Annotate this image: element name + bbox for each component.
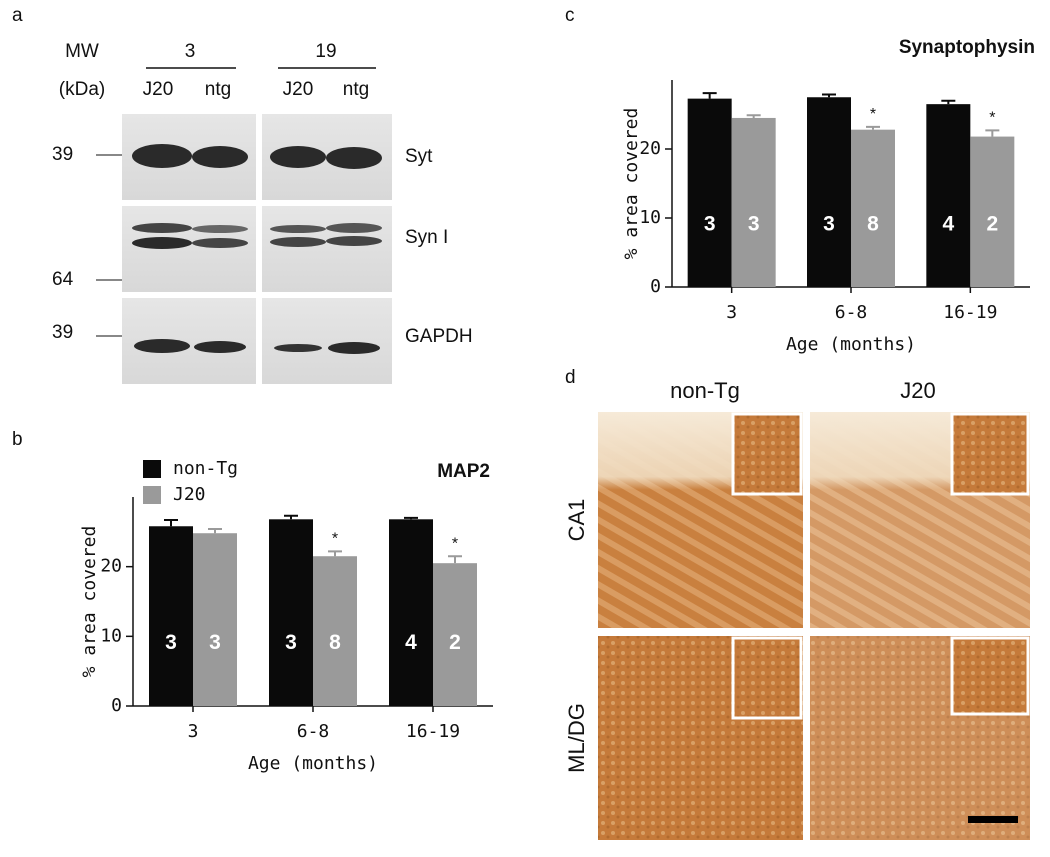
legend-label: J20 [173, 484, 206, 505]
y-tick-label: 0 [650, 276, 661, 297]
x-tick-label: 6-8 [297, 721, 330, 742]
y-axis-label: % area covered [621, 108, 642, 260]
y-tick-label: 0 [111, 695, 122, 716]
x-axis-label: Age (months) [786, 334, 916, 355]
n-label: 3 [285, 631, 297, 654]
legend-swatch [143, 460, 161, 478]
y-tick-label: 10 [100, 625, 122, 646]
row-label: CA1 [564, 499, 589, 542]
x-tick-label: 6-8 [835, 302, 868, 323]
n-label: 3 [748, 212, 760, 235]
n-label: 3 [823, 212, 835, 235]
western-blot: MW (kDa) 3 J20 ntg 19 J20 ntg 39 64 39 [52, 41, 473, 384]
group-label: 3 [185, 41, 196, 62]
inset [952, 638, 1028, 714]
bar [193, 533, 237, 706]
y-axis-label: % area covered [79, 526, 100, 678]
bar [851, 130, 895, 287]
column-label: non-Tg [670, 378, 740, 403]
error-bar [703, 93, 717, 99]
inset [733, 414, 801, 494]
inset [952, 414, 1028, 494]
blot-strip [122, 298, 256, 384]
x-tick-label: 3 [726, 302, 737, 323]
n-label: 8 [329, 631, 341, 654]
protein-label: Syn I [405, 227, 448, 248]
error-bar [164, 520, 178, 526]
error-bar [404, 518, 418, 519]
chart-title: MAP2 [437, 461, 490, 482]
lane-label: J20 [143, 79, 174, 100]
error-bar [822, 94, 836, 97]
mw-unit: (kDa) [59, 79, 105, 100]
blot-strip [262, 298, 392, 384]
inset [733, 638, 801, 718]
n-label: 3 [704, 212, 716, 235]
bar [269, 519, 313, 706]
legend-swatch [143, 486, 161, 504]
x-axis-label: Age (months) [248, 753, 378, 774]
mw-marker: 39 [52, 322, 73, 343]
x-tick-label: 16-19 [943, 302, 997, 323]
n-label: 2 [449, 631, 461, 654]
error-bar [985, 130, 999, 136]
group-label: 19 [315, 41, 336, 62]
error-bar [208, 529, 222, 533]
significance: * [332, 531, 338, 548]
legend-label: non-Tg [173, 458, 238, 479]
chart-title: Synaptophysin [899, 37, 1035, 58]
bar [688, 99, 732, 287]
mw-marker: 64 [52, 269, 74, 290]
lane-label: ntg [343, 79, 369, 100]
significance: * [870, 106, 876, 123]
error-bar [448, 556, 462, 563]
column-label: J20 [900, 378, 935, 403]
bar [389, 519, 433, 706]
lane-label: J20 [283, 79, 314, 100]
mw-marker: 39 [52, 144, 73, 165]
bar [149, 526, 193, 706]
x-tick-label: 3 [188, 721, 199, 742]
protein-label: GAPDH [405, 326, 473, 347]
panel-label: b [12, 429, 23, 450]
bar [926, 104, 970, 287]
bar [732, 118, 776, 287]
lane-label: ntg [205, 79, 231, 100]
y-tick-label: 20 [100, 556, 122, 577]
significance: * [452, 535, 458, 552]
blot-strip [262, 206, 392, 292]
panel-label: a [12, 5, 23, 26]
panel-label: c [565, 5, 575, 26]
n-label: 2 [986, 212, 998, 235]
y-tick-label: 20 [639, 138, 661, 159]
protein-label: Syt [405, 146, 433, 167]
row-label: ML/DG [564, 703, 589, 773]
blot-strip [122, 206, 256, 292]
mw-header: MW [65, 41, 99, 62]
micrographs: non-Tg J20 CA1 ML/DG [564, 378, 1030, 840]
n-label: 3 [209, 631, 221, 654]
error-bar [284, 516, 298, 519]
bar [807, 97, 851, 287]
scale-bar [968, 816, 1018, 823]
n-label: 3 [165, 631, 177, 654]
significance: * [989, 110, 995, 127]
n-label: 4 [942, 212, 954, 235]
x-tick-label: 16-19 [406, 721, 460, 742]
y-tick-label: 10 [639, 207, 661, 228]
n-label: 4 [405, 631, 417, 654]
error-bar [866, 127, 880, 130]
panel-label: d [565, 367, 576, 388]
error-bar [941, 101, 955, 104]
error-bar [747, 115, 761, 118]
error-bar [328, 551, 342, 556]
n-label: 8 [867, 212, 879, 235]
